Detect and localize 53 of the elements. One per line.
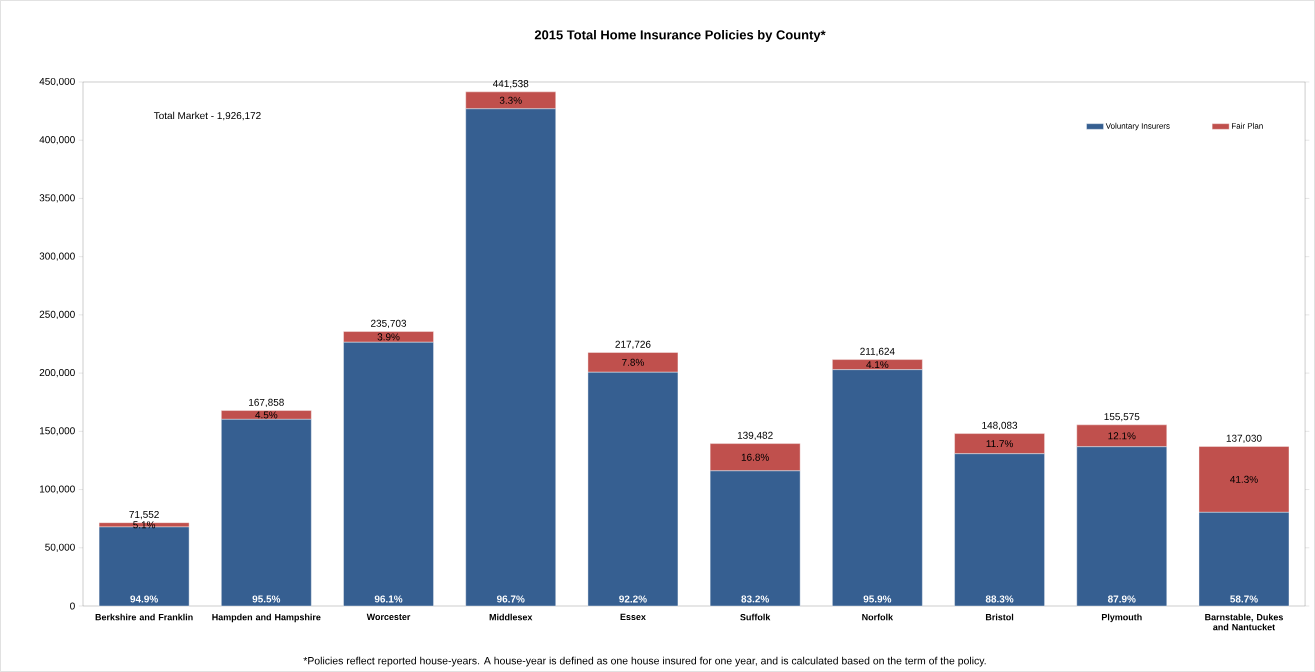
x-tick-label: Barnstable, Dukes and Nantucket <box>1205 613 1283 631</box>
y-tick-label: 350,000 <box>39 194 75 203</box>
x-tick-label: Hampden and Hampshire <box>212 613 321 623</box>
annotation: 4.5% <box>255 411 278 419</box>
total-label: 71,552 <box>129 510 159 520</box>
total-label: 139,482 <box>737 431 773 441</box>
x-tick-label: Worcester <box>366 613 411 621</box>
x-tick-label: Middlesex <box>489 613 533 621</box>
annotation: 16.8% <box>741 453 769 461</box>
total-label: 211,624 <box>860 347 895 357</box>
x-tick-label: Suffolk <box>740 613 771 621</box>
y-tick-label: 200,000 <box>39 369 75 378</box>
annotation: 92.2% <box>619 595 647 603</box>
x-tick-label: Bristol <box>985 613 1014 621</box>
y-tick-label: 450,000 <box>39 77 75 87</box>
y-tick-label: 250,000 <box>39 310 75 320</box>
y-tick-label: 50,000 <box>45 543 75 552</box>
x-tick-label: Norfolk <box>862 613 894 621</box>
y-tick-label: 300,000 <box>39 252 75 261</box>
annotation: 83.2% <box>741 595 769 603</box>
total-label: 167,858 <box>249 398 284 408</box>
y-tick-label: 400,000 <box>39 136 75 145</box>
x-tick-label: Plymouth <box>1101 613 1142 623</box>
annotation: 95.9% <box>863 595 892 603</box>
total-label: 217,726 <box>615 340 651 349</box>
annotation: 58.7% <box>1230 595 1258 603</box>
annotation: 88.3% <box>985 595 1014 603</box>
x-tick-label: Essex <box>620 613 646 621</box>
annotation: 96.7% <box>496 595 525 603</box>
annotation: 5.1% <box>133 521 156 529</box>
chart-title: 2015 Total Home Insurance Policies by County* <box>534 29 826 43</box>
total-label: 148,083 <box>982 421 1018 431</box>
total-label: 137,030 <box>1226 434 1262 443</box>
annotation: Total Market - 1,926,172 <box>153 111 261 121</box>
annotation: 94.9% <box>130 595 158 603</box>
y-tick-label: 0 <box>70 602 75 610</box>
y-tick-label: 150,000 <box>39 427 75 436</box>
total-label: 441,538 <box>492 80 529 89</box>
y-tick-label: 100,000 <box>39 485 75 494</box>
x-tick-label: Berkshire and Franklin <box>95 613 193 621</box>
annotation: 3.9% <box>377 333 400 341</box>
annotation: 96.1% <box>374 595 403 603</box>
total-label: 235,703 <box>371 319 407 329</box>
annotation: 7.8% <box>622 358 644 366</box>
annotation: 95.5% <box>252 595 281 603</box>
annotation: 41.3% <box>1230 475 1258 483</box>
annotation: 3.3% <box>499 96 522 104</box>
total-label: 155,575 <box>1104 413 1140 422</box>
text: *Policies reflect reported house-years. A house-year is defined as one house insured for one year, and is calculated based on the term of the policy. <box>303 656 986 667</box>
annotation: 11.7% <box>986 440 1013 448</box>
annotation: 4.1% <box>866 361 889 369</box>
annotation: 87.9% <box>1107 595 1136 603</box>
annotation: 12.1% <box>1108 432 1136 440</box>
